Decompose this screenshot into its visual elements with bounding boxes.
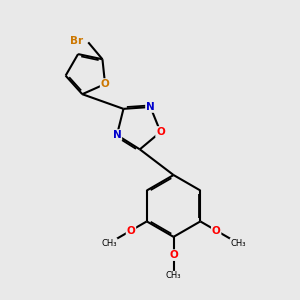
Text: N: N [146,102,155,112]
Text: CH₃: CH₃ [166,271,181,280]
Text: O: O [156,127,165,137]
Text: O: O [101,79,110,89]
Text: N: N [112,130,121,140]
Text: O: O [127,226,135,236]
Text: O: O [169,250,178,260]
Text: O: O [212,226,220,236]
Text: CH₃: CH₃ [101,238,117,247]
Text: Br: Br [70,36,83,46]
Text: CH₃: CH₃ [230,238,246,247]
